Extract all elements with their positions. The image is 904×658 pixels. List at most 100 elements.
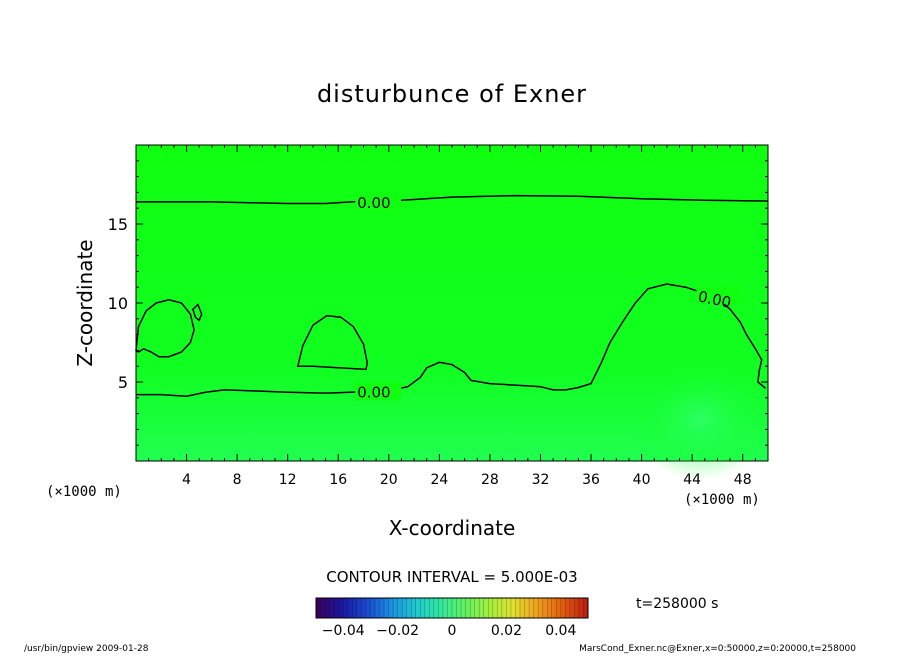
colorbar-cell (447, 598, 453, 618)
contour-label: 0.00 (357, 383, 390, 401)
contour-lower-zero-line (136, 283, 766, 397)
colorbar-cell (402, 598, 408, 618)
colorbar-cell (384, 598, 390, 618)
colorbar-cell (388, 598, 394, 618)
colorbar-cell (429, 598, 435, 618)
y-tick-label: 15 (108, 215, 128, 234)
colorbar-cell (492, 598, 498, 618)
colorbar-cell (479, 598, 485, 618)
colorbar-cell (356, 598, 362, 618)
x-tick-label: 36 (582, 472, 600, 488)
colorbar-cell (438, 598, 444, 618)
colorbar-cell (424, 598, 430, 618)
contour-label: 0.00 (357, 194, 390, 212)
colorbar-tick-label: 0.04 (545, 623, 576, 639)
x-tick-label: 24 (430, 472, 448, 488)
x-tick-label: 48 (734, 472, 752, 488)
colorbar-cell (329, 598, 335, 618)
contour-labels: 0.000.000.00 (355, 192, 743, 401)
colorbar (315, 597, 589, 619)
colorbar-cell (374, 598, 380, 618)
colorbar-cell (343, 598, 349, 618)
colorbar-cell (533, 598, 539, 618)
contour-interval-text: CONTOUR INTERVAL = 5.000E-03 (326, 568, 577, 586)
x-tick-label: 4 (182, 472, 191, 488)
x-tick-label: 20 (380, 472, 398, 488)
colorbar-cell (442, 598, 448, 618)
colorbar-cell (542, 598, 548, 618)
colorbar-cell (461, 598, 467, 618)
colorbar-cell (501, 598, 507, 618)
contour-middle-dome-contour (296, 314, 369, 371)
colorbar-cell (510, 598, 516, 618)
colorbar-cell (320, 598, 326, 618)
x-tick-label: 12 (279, 472, 297, 488)
colorbar-cell (524, 598, 530, 618)
y-tick-label: 10 (108, 294, 128, 313)
plot-shade (630, 360, 770, 480)
colorbar-cell (325, 598, 331, 618)
colorbar-cell (506, 598, 512, 618)
colorbar-cell (574, 598, 580, 618)
time-label: t=258000 s (636, 596, 718, 612)
y-tick-label: 5 (118, 373, 128, 392)
colorbar-tick-label: −0.02 (376, 623, 419, 639)
footer-right: MarsCond_Exner.nc@Exner,x=0:50000,z=0:20… (579, 644, 856, 654)
colorbar-cell (474, 598, 480, 618)
colorbar-cell (565, 598, 571, 618)
footer-left: /usr/bin/gpview 2009-01-28 (24, 644, 149, 654)
colorbar-cell (338, 598, 344, 618)
y-axis-ticks: 5 10 15 (108, 160, 768, 446)
contour-label-bg (355, 382, 402, 401)
colorbar-cell (560, 598, 566, 618)
colorbar-cell (393, 598, 399, 618)
x-unit-right: (×1000 m) (684, 492, 760, 508)
colorbar-cell (415, 598, 421, 618)
colorbar-cell (397, 598, 403, 618)
colorbar-cell (551, 598, 557, 618)
colorbar-tick-label: 0.02 (491, 623, 522, 639)
colorbar-cell (379, 598, 385, 618)
colorbar-cell (578, 598, 584, 618)
x-tick-label: 44 (683, 472, 701, 488)
x-tick-label: 8 (233, 472, 242, 488)
colorbar-cell (365, 598, 371, 618)
contour-label-bg (696, 286, 743, 305)
colorbar-cell (347, 598, 353, 618)
colorbar-cell (470, 598, 476, 618)
colorbar-cell (483, 598, 489, 618)
x-axis-label: X-coordinate (389, 516, 516, 540)
colorbar-frame (315, 597, 589, 619)
x-unit-left: (×1000 m) (46, 484, 122, 500)
colorbar-cell (515, 598, 521, 618)
colorbar-tick-label: −0.04 (322, 623, 365, 639)
colorbar-tick-labels: −0.04 −0.02 0 0.02 0.04 (322, 623, 577, 639)
colorbar-cell (583, 598, 589, 618)
x-tick-label: 40 (633, 472, 651, 488)
contour-left-small-contour (192, 303, 203, 322)
chart-title: disturbunce of Exner (317, 80, 587, 108)
contour-label-bg (355, 192, 402, 211)
colorbar-cell (361, 598, 367, 618)
contour-left-closed-contour (135, 299, 195, 358)
colorbar-cell (406, 598, 412, 618)
colorbar-cell (556, 598, 562, 618)
colorbar-cell (497, 598, 503, 618)
colorbar-cell (520, 598, 526, 618)
colorbar-tick-label: 0 (448, 623, 457, 639)
colorbar-cell (352, 598, 358, 618)
colorbar-cell (465, 598, 471, 618)
colorbar-cell (334, 598, 340, 618)
colorbar-cell (420, 598, 426, 618)
colorbar-cell (433, 598, 439, 618)
colorbar-cell (538, 598, 544, 618)
colorbar-cell (411, 598, 417, 618)
x-axis-ticks: 4 8 12 16 20 24 28 32 36 40 44 48 (148, 145, 756, 488)
colorbar-cell (547, 598, 553, 618)
colorbar-cell (370, 598, 376, 618)
colorbar-cell (452, 598, 458, 618)
colorbar-cell (316, 598, 322, 618)
colorbar-cell (569, 598, 575, 618)
colorbar-cell (456, 598, 462, 618)
